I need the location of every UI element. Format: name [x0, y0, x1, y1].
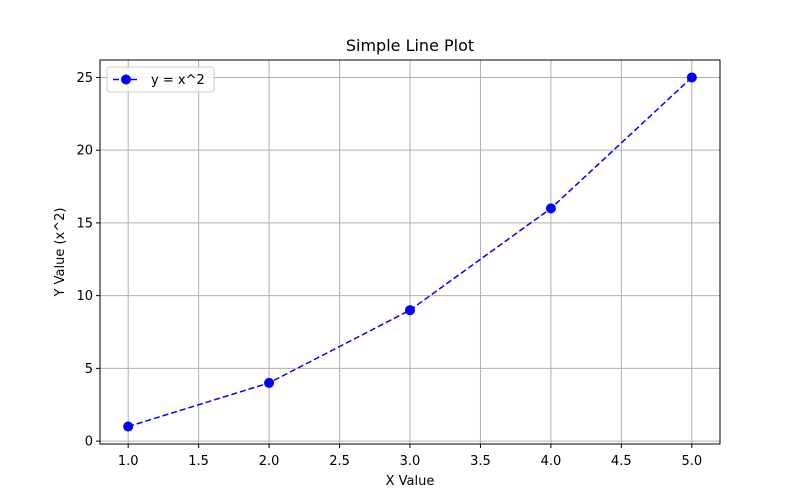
data-point	[123, 421, 134, 432]
y-tick-label: 10	[76, 289, 93, 304]
x-tick-label: 1.0	[118, 454, 139, 469]
legend: y = x^2	[106, 66, 215, 93]
x-axis-label: X Value	[386, 474, 435, 489]
x-tick-label: 4.0	[541, 454, 562, 469]
chart-title: Simple Line Plot	[346, 36, 474, 55]
y-tick-label: 5	[85, 362, 93, 377]
y-tick-label: 0	[85, 435, 93, 450]
y-axis-ticks: 0 5 10 15 20 25	[76, 71, 100, 450]
x-tick-label: 3.0	[400, 454, 421, 469]
grid	[100, 60, 720, 444]
legend-marker	[121, 74, 131, 85]
series-layer	[123, 72, 697, 432]
data-point	[545, 203, 556, 214]
legend-label: y = x^2	[151, 73, 205, 88]
data-point	[686, 72, 697, 83]
x-axis-ticks: 1.0 1.5 2.0 2.5 3.0 3.5 4.0 4.5 5.0	[118, 444, 702, 469]
x-tick-label: 1.5	[188, 454, 209, 469]
data-point	[264, 377, 275, 388]
x-tick-label: 4.5	[611, 454, 632, 469]
y-tick-label: 20	[76, 144, 93, 159]
legend-box	[106, 66, 215, 93]
y-tick-label: 25	[76, 71, 93, 86]
data-point	[405, 305, 415, 316]
x-tick-label: 3.5	[470, 454, 491, 469]
y-tick-label: 15	[76, 216, 93, 231]
y-axis-label: Y Value (x^2)	[53, 208, 68, 298]
x-tick-label: 5.0	[681, 454, 702, 469]
x-tick-label: 2.5	[329, 454, 350, 469]
x-tick-label: 2.0	[259, 454, 280, 469]
